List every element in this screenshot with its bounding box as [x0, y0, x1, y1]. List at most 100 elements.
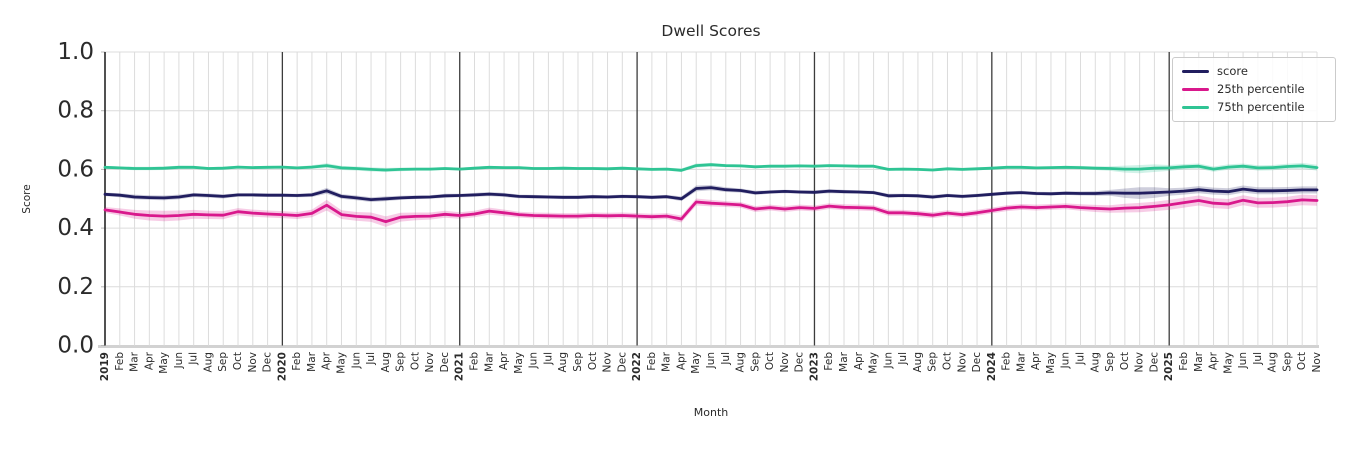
svg-text:Nov: Nov [1311, 352, 1323, 373]
svg-text:Apr: Apr [1208, 351, 1220, 370]
chart-title: Dwell Scores [661, 22, 761, 40]
svg-text:May: May [1045, 352, 1057, 374]
svg-text:Jun: Jun [528, 352, 540, 369]
svg-text:Jul: Jul [1075, 352, 1087, 366]
x-axis-label: Month [693, 406, 729, 419]
svg-text:Feb: Feb [646, 352, 658, 371]
svg-text:2022: 2022 [631, 352, 643, 381]
svg-text:0.6: 0.6 [57, 156, 94, 182]
legend-line-swatch-score [1182, 70, 1209, 73]
svg-text:Oct: Oct [941, 352, 953, 370]
svg-text:Feb: Feb [114, 352, 126, 371]
svg-text:Jul: Jul [897, 352, 909, 366]
svg-text:Dec: Dec [1148, 352, 1160, 373]
svg-text:Mar: Mar [661, 351, 673, 371]
svg-text:Oct: Oct [232, 352, 244, 370]
svg-text:Dec: Dec [971, 352, 983, 373]
svg-text:Mar: Mar [838, 351, 850, 371]
svg-text:Jul: Jul [188, 352, 200, 366]
svg-text:Jun: Jun [1237, 352, 1249, 369]
svg-text:Sep: Sep [927, 352, 939, 372]
svg-text:Sep: Sep [1281, 352, 1293, 372]
svg-text:May: May [868, 352, 880, 374]
svg-text:Aug: Aug [202, 352, 214, 373]
svg-text:Nov: Nov [424, 352, 436, 373]
svg-text:Nov: Nov [779, 352, 791, 373]
svg-text:May: May [335, 352, 347, 374]
legend-label-score: score [1217, 64, 1248, 78]
svg-text:May: May [158, 352, 170, 374]
svg-text:Oct: Oct [1119, 352, 1131, 370]
svg-text:Dec: Dec [439, 352, 451, 373]
svg-text:Dec: Dec [794, 352, 806, 373]
svg-text:Apr: Apr [1030, 351, 1042, 370]
svg-text:Sep: Sep [217, 352, 229, 372]
svg-text:0.2: 0.2 [57, 274, 94, 300]
svg-text:Dec: Dec [616, 352, 628, 373]
svg-text:Jul: Jul [720, 352, 732, 366]
svg-text:Jun: Jun [882, 352, 894, 369]
svg-text:Sep: Sep [749, 352, 761, 372]
svg-text:1.0: 1.0 [57, 39, 94, 65]
svg-text:Aug: Aug [912, 352, 924, 373]
svg-text:Apr: Apr [321, 351, 333, 370]
svg-text:Oct: Oct [409, 352, 421, 370]
svg-text:Sep: Sep [395, 352, 407, 372]
svg-text:Apr: Apr [143, 351, 155, 370]
svg-text:0.0: 0.0 [57, 333, 94, 359]
legend-item-score: score [1182, 65, 1326, 78]
svg-text:Jul: Jul [365, 352, 377, 366]
svg-text:2021: 2021 [454, 352, 466, 381]
svg-text:Apr: Apr [675, 351, 687, 370]
svg-text:Aug: Aug [1267, 352, 1279, 373]
svg-text:Oct: Oct [764, 352, 776, 370]
svg-text:Apr: Apr [498, 351, 510, 370]
svg-text:Jun: Jun [350, 352, 362, 369]
svg-text:Mar: Mar [129, 351, 141, 371]
svg-text:May: May [513, 352, 525, 374]
legend-line-swatch-25th-percentile [1182, 88, 1209, 91]
svg-text:Feb: Feb [1001, 352, 1013, 371]
svg-text:2020: 2020 [276, 352, 288, 381]
svg-text:2025: 2025 [1163, 352, 1175, 381]
svg-text:2024: 2024 [986, 352, 998, 381]
legend: score 25th percentile 75th percentile [1172, 57, 1336, 122]
svg-text:Oct: Oct [587, 352, 599, 370]
svg-text:Feb: Feb [291, 352, 303, 371]
svg-text:Mar: Mar [306, 351, 318, 371]
y-axis-label: Score [21, 184, 33, 214]
legend-label-25th-percentile: 25th percentile [1217, 82, 1305, 96]
legend-line-swatch-75th-percentile [1182, 106, 1209, 109]
svg-text:Feb: Feb [469, 352, 481, 371]
svg-text:Mar: Mar [1015, 351, 1027, 371]
svg-text:Jul: Jul [1252, 352, 1264, 366]
svg-text:Jul: Jul [542, 352, 554, 366]
svg-text:Sep: Sep [1104, 352, 1116, 372]
legend-item-75th-percentile: 75th percentile [1182, 101, 1326, 114]
legend-label-75th-percentile: 75th percentile [1217, 100, 1305, 114]
svg-text:Nov: Nov [1134, 352, 1146, 373]
svg-text:Nov: Nov [247, 352, 259, 373]
svg-text:Apr: Apr [853, 351, 865, 370]
svg-text:Mar: Mar [1193, 351, 1205, 371]
svg-text:Aug: Aug [557, 352, 569, 373]
svg-text:Aug: Aug [1089, 352, 1101, 373]
svg-text:0.4: 0.4 [57, 215, 94, 241]
svg-text:Aug: Aug [380, 352, 392, 373]
svg-text:0.8: 0.8 [57, 98, 94, 124]
svg-text:Nov: Nov [602, 352, 614, 373]
svg-text:May: May [690, 352, 702, 374]
legend-item-25th-percentile: 25th percentile [1182, 83, 1326, 96]
svg-text:Feb: Feb [823, 352, 835, 371]
svg-text:2019: 2019 [99, 352, 111, 381]
svg-text:Mar: Mar [483, 351, 495, 371]
svg-text:Jun: Jun [173, 352, 185, 369]
svg-text:Jun: Jun [705, 352, 717, 369]
svg-text:Feb: Feb [1178, 352, 1190, 371]
svg-text:Sep: Sep [572, 352, 584, 372]
svg-text:Jun: Jun [1060, 352, 1072, 369]
svg-text:Oct: Oct [1296, 352, 1308, 370]
svg-text:Dec: Dec [262, 352, 274, 373]
